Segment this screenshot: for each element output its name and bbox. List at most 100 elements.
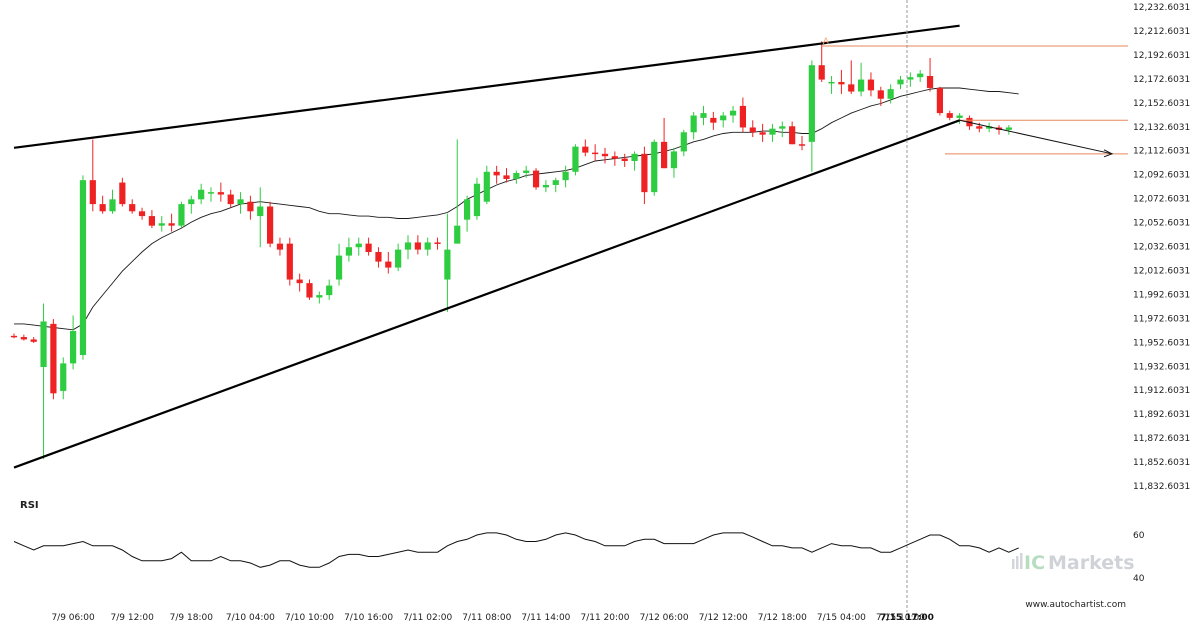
candle-body [818,65,825,80]
candle [286,237,293,286]
y-tick-label: 11,872.6031 [1133,434,1190,444]
candle-body [926,75,934,88]
candle [326,279,333,300]
price-layer [10,41,1019,460]
candle [276,237,284,256]
candle-body [375,252,382,262]
candle-body [138,211,146,217]
candle-body [207,192,215,194]
candle [641,146,648,205]
candle [759,123,766,142]
candle [946,110,953,121]
y-tick-label: 12,012.6031 [1133,266,1190,276]
candle-body [70,331,77,364]
candle-body [680,132,687,152]
candle-body [493,171,500,176]
candle-body [641,153,648,193]
candle [611,151,618,166]
candle-body [404,242,412,250]
x-tick-label: 7/12 06:00 [640,613,689,623]
candle-body [473,183,481,217]
y-tick-label: 12,032.6031 [1133,243,1190,253]
candle [178,201,185,229]
x-tick-label: 7/12 18:00 [758,613,807,623]
candle-body [306,283,313,298]
x-tick-label: 7/12 12:00 [699,613,748,623]
candle-body [651,141,658,193]
candle [848,60,855,94]
candle-body [148,216,155,226]
candle [257,187,264,248]
candle-body [542,184,549,188]
candle [345,237,352,262]
candle [858,62,865,97]
candle [99,195,106,214]
candle [404,235,412,260]
y-tick-label: 12,132.6031 [1133,123,1190,133]
wedge-lower-line [13,119,960,469]
brand-logo-prefix: IC [1024,552,1045,574]
x-axis: 7/9 06:00 7/9 12:00 7/9 18:00 7/10 04:00 7/1… [51,613,933,623]
candle-body [247,201,254,212]
candle [30,337,37,344]
candle [690,111,697,140]
candle-body [532,170,540,188]
y-tick-label: 12,172.6031 [1133,75,1190,85]
rsi-title: RSI [20,500,39,511]
candle [89,139,96,212]
candle-body [848,84,855,92]
candle-body [217,192,224,195]
candle-body [779,126,786,129]
candle-body [582,146,589,153]
y-tick-label: 12,192.6031 [1133,51,1190,61]
candle-body [946,113,953,118]
candle [710,111,717,130]
candle-body [464,199,471,220]
candle [395,243,402,272]
y-tick-label: 12,112.6031 [1133,147,1190,157]
y-tick-label: 12,052.6031 [1133,219,1190,229]
candle [316,291,323,304]
candle [572,144,579,176]
candle-body [917,73,924,78]
candle [631,151,638,171]
candle-body [503,175,510,179]
candle [532,168,540,190]
candle [1005,125,1012,135]
candle [562,165,569,188]
candle-body [907,77,914,80]
candle-body [661,141,668,169]
candle-body [395,249,402,268]
candle [670,147,678,178]
candle [434,237,441,250]
candle-body [483,171,490,202]
x-tick-label: 7/9 18:00 [170,613,214,623]
candle [414,235,421,255]
candle [986,122,993,133]
candle-body [769,128,776,135]
candle-body [434,242,441,244]
candle [335,243,343,286]
candle [601,147,609,164]
candle-body [956,115,963,118]
candle [70,315,77,370]
rsi-tick-label: 40 [1133,574,1145,584]
candle-body [621,158,628,162]
candle-body [444,249,451,280]
candle-body [601,153,609,157]
candle-body [729,110,737,116]
candle-body [759,132,766,135]
candle [237,192,244,214]
candle [503,168,510,183]
candle-body [710,117,717,123]
candle [119,177,126,207]
candle [138,207,146,220]
candle-body [789,126,796,145]
candle-body [976,126,983,129]
candle [877,86,884,106]
candle-body [887,89,894,99]
candle-body [365,243,372,253]
candle [956,113,963,124]
candle-body [523,170,530,173]
candle-body [513,172,520,179]
